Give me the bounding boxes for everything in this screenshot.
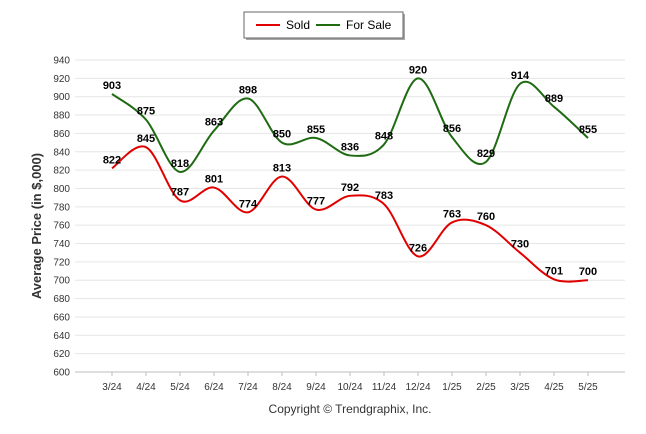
data-label-sold: 774 bbox=[239, 198, 258, 210]
y-tick-label: 780 bbox=[53, 202, 70, 213]
x-tick-label: 3/24 bbox=[102, 382, 122, 393]
series-line-for-sale bbox=[111, 77, 589, 173]
data-label-for-sale: 818 bbox=[171, 158, 189, 170]
y-tick-label: 680 bbox=[53, 294, 70, 305]
y-tick-label: 920 bbox=[53, 74, 70, 85]
data-label-sold: 730 bbox=[511, 239, 529, 251]
data-label-sold: 813 bbox=[273, 163, 291, 175]
data-label-for-sale: 855 bbox=[307, 124, 325, 136]
data-label-for-sale: 898 bbox=[239, 85, 257, 97]
x-tick-label: 9/24 bbox=[306, 382, 326, 393]
data-label-sold: 763 bbox=[443, 208, 461, 220]
y-tick-label: 820 bbox=[53, 166, 70, 177]
series-line-sold bbox=[111, 145, 589, 283]
grid bbox=[75, 59, 625, 373]
legend-label-for-sale: For Sale bbox=[346, 18, 392, 32]
data-label-sold: 760 bbox=[477, 211, 495, 223]
x-tick-label: 3/25 bbox=[510, 382, 530, 393]
y-tick-label: 660 bbox=[53, 312, 70, 323]
y-tick-label: 860 bbox=[53, 129, 70, 140]
data-label-for-sale: 850 bbox=[273, 129, 291, 141]
y-tick-label: 880 bbox=[53, 111, 70, 122]
data-label-for-sale: 920 bbox=[409, 64, 427, 76]
y-tick-label: 620 bbox=[53, 349, 70, 360]
y-axis-label: Average Price (in $,000) bbox=[29, 153, 44, 299]
y-tick-label: 600 bbox=[53, 368, 70, 379]
y-tick-label: 760 bbox=[53, 221, 70, 232]
y-tick-label: 720 bbox=[53, 257, 70, 268]
y-tick-label: 700 bbox=[53, 276, 70, 287]
y-tick-label: 940 bbox=[53, 56, 70, 67]
legend: Sold For Sale bbox=[243, 11, 405, 40]
x-tick-label: 2/25 bbox=[476, 382, 496, 393]
data-label-sold: 701 bbox=[545, 265, 563, 277]
data-label-for-sale: 829 bbox=[477, 148, 495, 160]
x-tick-label: 5/24 bbox=[170, 382, 190, 393]
data-label-sold: 787 bbox=[171, 186, 189, 198]
data-label-sold: 700 bbox=[579, 266, 597, 278]
data-labels: 822 845 787 801 774 813 777 792 783 726 763 760 730 7… bbox=[103, 64, 597, 278]
data-label-sold: 845 bbox=[137, 133, 155, 145]
data-label-sold: 792 bbox=[341, 182, 359, 194]
data-label-sold: 801 bbox=[205, 174, 223, 186]
x-tick-label: 4/24 bbox=[136, 382, 156, 393]
x-tick-label: 6/24 bbox=[204, 382, 224, 393]
y-tick-label: 640 bbox=[53, 331, 70, 342]
x-tick-label: 7/24 bbox=[238, 382, 258, 393]
x-tick-label: 1/25 bbox=[442, 382, 462, 393]
x-tick-label: 10/24 bbox=[337, 382, 362, 393]
data-label-sold: 777 bbox=[307, 196, 325, 208]
data-label-for-sale: 863 bbox=[205, 117, 223, 129]
data-label-for-sale: 855 bbox=[579, 124, 597, 136]
data-label-for-sale: 914 bbox=[511, 70, 530, 82]
data-label-for-sale: 903 bbox=[103, 80, 121, 92]
data-label-sold: 726 bbox=[409, 242, 427, 254]
y-tick-label: 840 bbox=[53, 147, 70, 158]
data-label-sold: 783 bbox=[375, 190, 393, 202]
y-tick-label: 900 bbox=[53, 92, 70, 103]
data-label-for-sale: 848 bbox=[375, 130, 393, 142]
x-tick-label: 4/25 bbox=[544, 382, 564, 393]
copyright-footer: Copyright © Trendgraphix, Inc. bbox=[269, 402, 432, 416]
x-tick-label: 8/24 bbox=[272, 382, 292, 393]
x-tick-label: 12/24 bbox=[405, 382, 430, 393]
x-tick-label: 11/24 bbox=[372, 382, 397, 393]
legend-label-sold: Sold bbox=[286, 18, 310, 32]
y-tick-label: 800 bbox=[53, 184, 70, 195]
data-label-sold: 822 bbox=[103, 154, 121, 166]
data-label-for-sale: 836 bbox=[341, 141, 359, 153]
data-label-for-sale: 875 bbox=[137, 106, 155, 118]
data-label-for-sale: 889 bbox=[545, 93, 563, 105]
axes: 600 620 640 660 680 700 720 740 760 780 800 820 840 8… bbox=[53, 56, 625, 393]
data-label-for-sale: 856 bbox=[443, 123, 461, 135]
x-tick-label: 5/25 bbox=[578, 382, 598, 393]
series bbox=[111, 77, 589, 283]
y-tick-label: 740 bbox=[53, 239, 70, 250]
